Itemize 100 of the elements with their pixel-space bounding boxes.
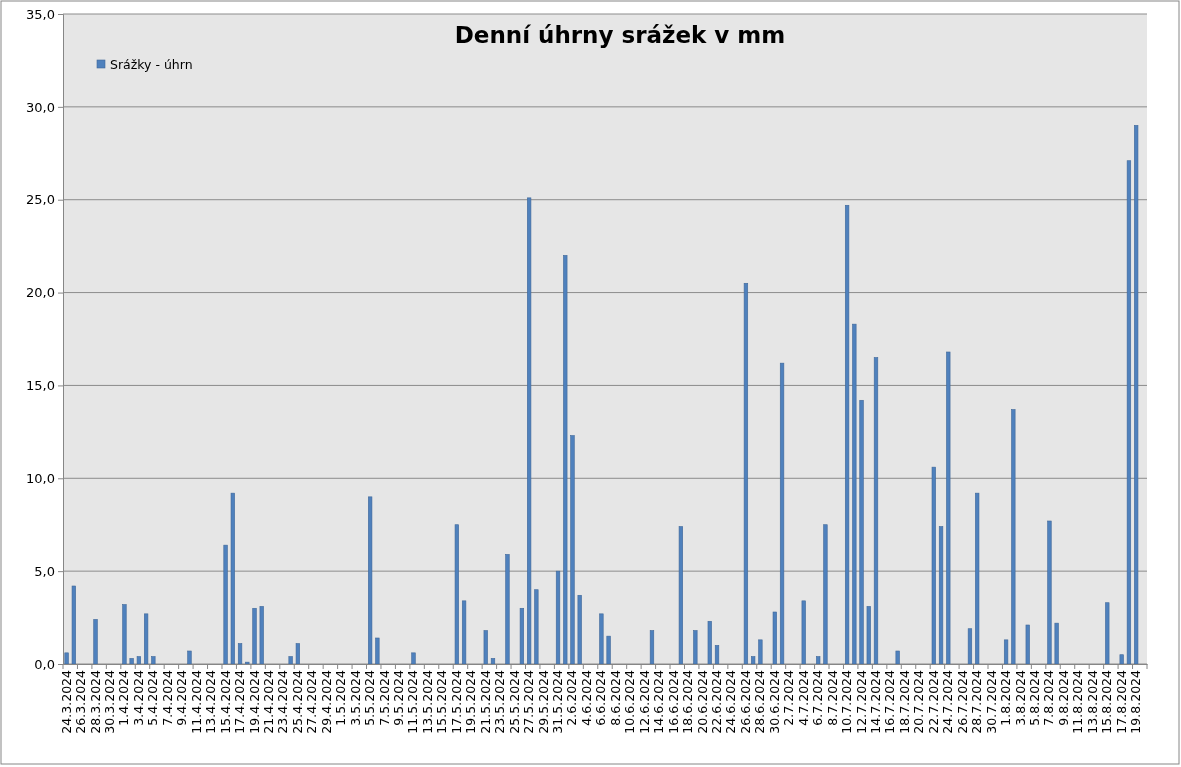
bar [122,604,127,665]
x-tick-label: 24.6.2024 [723,669,739,734]
x-tick-label: 13.5.2024 [419,669,435,734]
y-tick-label: 20,0 [26,285,55,301]
bar [93,619,98,665]
x-tick-label: 4.7.2024 [795,669,811,726]
x-tick-label: 5.8.2024 [1026,669,1042,726]
bar [743,282,749,665]
bar [678,526,683,665]
bar [707,620,712,665]
bar [693,630,698,665]
bar [1003,639,1009,665]
bar [223,544,228,665]
x-tick-label: 30.6.2024 [766,669,782,734]
x-tick-label: 13.8.2024 [1084,669,1100,734]
bar [259,606,264,665]
x-tick-label: 17.4.2024 [232,669,248,734]
bar [823,524,828,665]
bar [779,362,785,665]
bar [555,570,561,665]
bar [1134,125,1139,665]
bar [534,589,539,665]
bar [454,524,459,665]
bar [967,628,973,665]
bar [852,323,857,665]
bar [527,197,532,665]
bar [975,492,980,665]
x-tick-label: 1.5.2024 [333,669,349,726]
bar [505,554,510,665]
bar [129,658,134,665]
x-tick-label: 26.6.2024 [737,669,753,734]
x-tick-label: 3.4.2024 [130,669,146,726]
x-tick-label: 12.6.2024 [636,669,652,734]
x-tick-label: 26.7.2024 [954,669,970,734]
x-tick-label: 6.6.2024 [593,669,609,726]
x-tick-label: 15.8.2024 [1099,669,1115,734]
x-tick-label: 12.7.2024 [853,669,869,734]
bar [461,600,467,665]
x-tick-label: 21.5.2024 [477,669,493,734]
bar [606,635,611,665]
bar [64,652,69,665]
x-tick-label: 31.5.2024 [550,669,566,734]
x-tick-label: 11.5.2024 [405,669,421,734]
x-tick-label: 1.8.2024 [998,669,1014,726]
x-tick-label: 25.4.2024 [289,669,305,734]
bar [288,656,293,665]
bar [599,613,604,665]
x-tick-label: 11.8.2024 [1070,669,1086,734]
bar [375,637,380,665]
bar [1054,622,1059,665]
bar [931,466,936,665]
bar [873,357,879,665]
y-tick-label: 0,0 [34,656,55,672]
x-tick-label: 8.7.2024 [824,669,840,726]
bar [230,492,235,665]
y-tick-label: 30,0 [26,99,55,115]
x-tick-label: 16.6.2024 [665,669,681,734]
bar [570,435,575,665]
x-tick-label: 28.6.2024 [752,669,768,734]
x-tick-label: 7.4.2024 [159,669,175,726]
x-tick-label: 10.7.2024 [839,669,855,734]
bar [490,658,496,665]
x-tick-label: 14.7.2024 [868,669,883,734]
x-tick-label: 18.6.2024 [680,669,696,734]
bar [649,630,655,665]
bar [483,630,488,665]
bar [801,600,806,665]
y-tick-label: 5,0 [34,563,55,579]
bar [1126,160,1132,665]
bar [187,650,192,665]
x-tick-label: 7.8.2024 [1041,669,1057,726]
bar [71,585,76,665]
bar [714,645,720,665]
x-tick-label: 27.4.2024 [304,669,320,734]
x-tick-label: 25.5.2024 [506,669,522,734]
x-tick-label: 30.3.2024 [101,669,117,734]
x-tick-label: 28.7.2024 [969,669,985,734]
bar [816,656,821,665]
x-tick-label: 30.7.2024 [983,669,999,734]
bar [1105,602,1110,665]
bar [1025,624,1030,665]
bar [772,611,777,665]
bar [1047,520,1052,665]
x-tick-label: 28.3.2024 [87,669,103,734]
x-tick-label: 24.3.2024 [58,669,74,734]
x-tick-label: 2.6.2024 [564,669,580,726]
bar [844,204,850,665]
bar [237,643,243,665]
bar [1011,409,1016,665]
bar [563,255,568,665]
x-tick-label: 7.5.2024 [376,669,392,726]
bar [938,526,944,665]
bar [866,606,871,665]
x-tick-label: 27.5.2024 [521,669,537,734]
x-tick-label: 1.4.2024 [116,669,132,726]
bar [577,594,582,665]
x-tick-label: 22.7.2024 [925,669,941,734]
x-tick-label: 23.5.2024 [492,669,508,734]
bar [144,613,149,665]
bar [751,656,756,665]
